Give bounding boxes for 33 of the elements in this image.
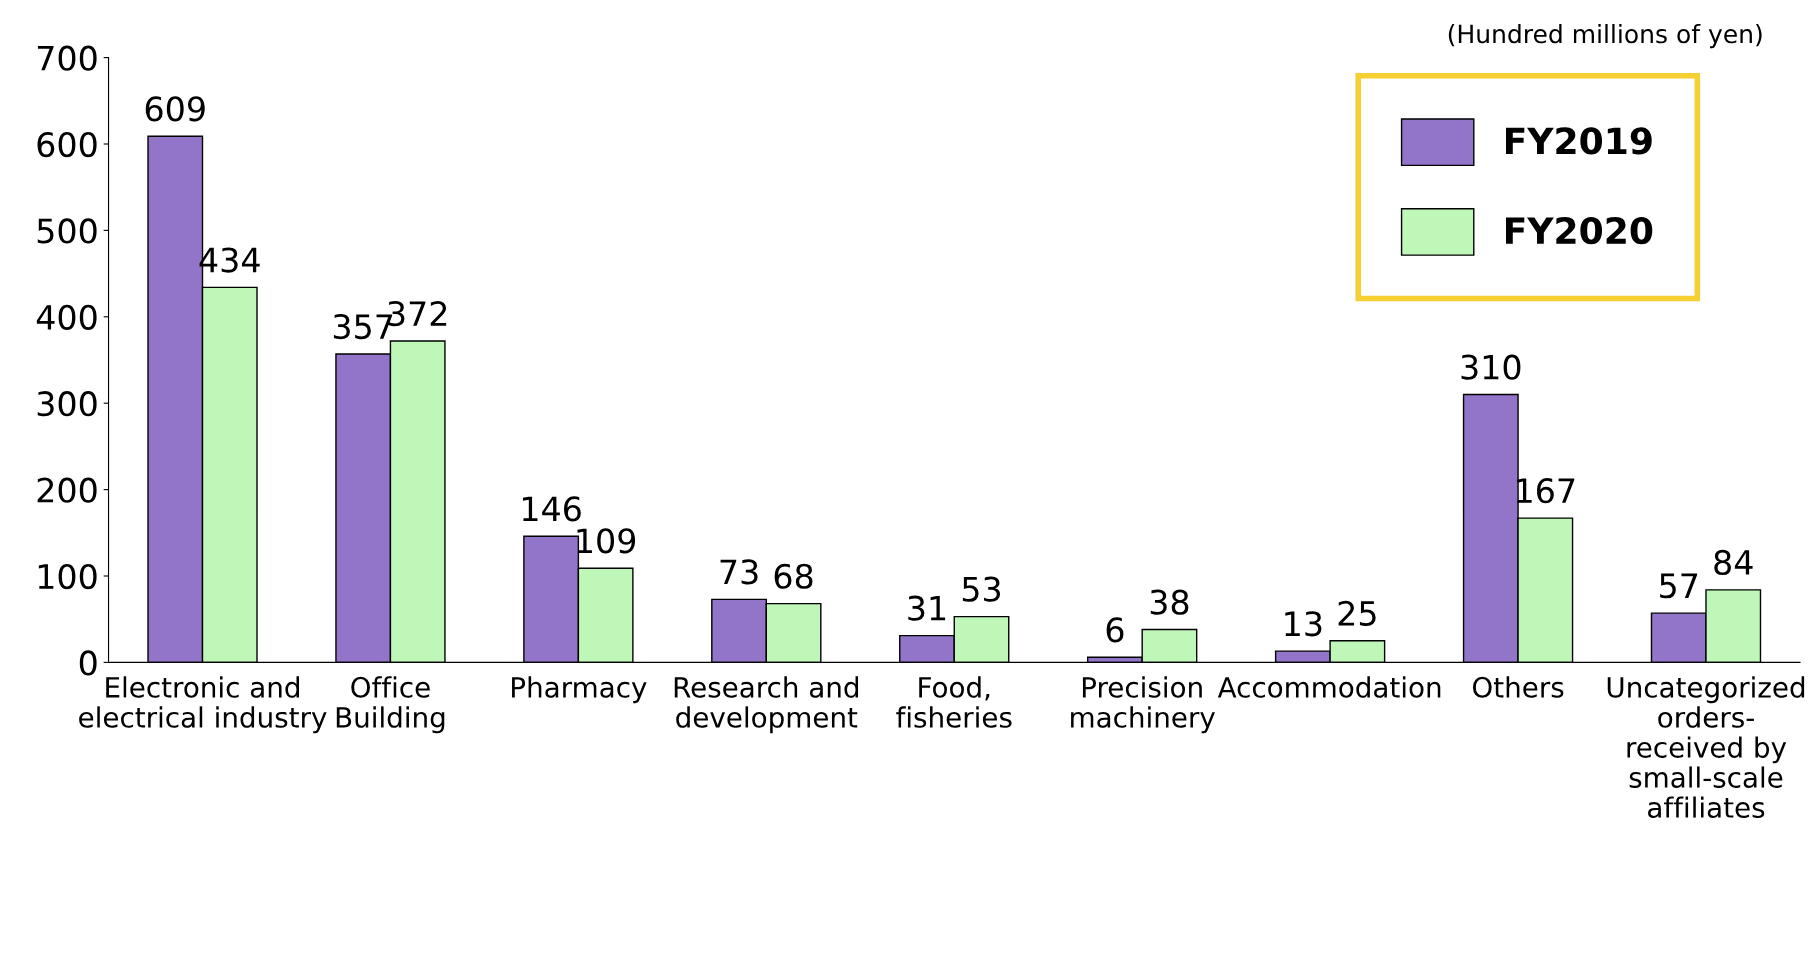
data-label: 53	[962, 576, 1001, 602]
y-tick-label: 500	[37, 218, 97, 244]
x-tick-label: Pharmacy	[512, 676, 647, 704]
x-tick-label: Food, fisheries	[896, 676, 1012, 728]
data-label: 609	[145, 96, 205, 122]
x-tick-label: Research and development	[674, 676, 859, 734]
data-label: 6	[1106, 617, 1124, 643]
legend-label: FY2019	[1506, 127, 1652, 155]
y-tick-label: 700	[37, 45, 97, 71]
data-label: 146	[522, 496, 581, 522]
data-label: 57	[1660, 573, 1698, 599]
y-tick-label: 100	[38, 563, 97, 590]
data-label: 310	[1461, 354, 1521, 380]
data-label: 68	[774, 563, 813, 589]
y-tick-label: 200	[37, 477, 97, 503]
x-tick-label: Accommodation	[1217, 676, 1441, 698]
y-tick-label: 0	[79, 650, 97, 676]
x-tick-label: Electronic and electrical industry	[79, 676, 327, 734]
x-tick-label: Others	[1472, 676, 1564, 698]
data-label: 25	[1338, 600, 1376, 627]
data-label: 84	[1714, 549, 1753, 576]
x-tick-label: Office Building	[336, 676, 445, 734]
x-tick-label: Uncategorized orders- received by small-scale affiliates	[1607, 676, 1805, 818]
y-tick-label: 600	[37, 131, 97, 158]
legend-label: FY2020	[1506, 216, 1653, 245]
data-label: 73	[720, 559, 758, 585]
text: (Hundred millions of yen)	[1448, 24, 1762, 49]
y-tick-label: 300	[37, 391, 97, 417]
data-label: 13	[1285, 611, 1322, 637]
x-tick-label: Precision machinery	[1071, 676, 1215, 734]
data-label: 31	[908, 595, 946, 621]
data-label: 38	[1150, 589, 1189, 615]
y-tick-label: 400	[36, 304, 97, 330]
